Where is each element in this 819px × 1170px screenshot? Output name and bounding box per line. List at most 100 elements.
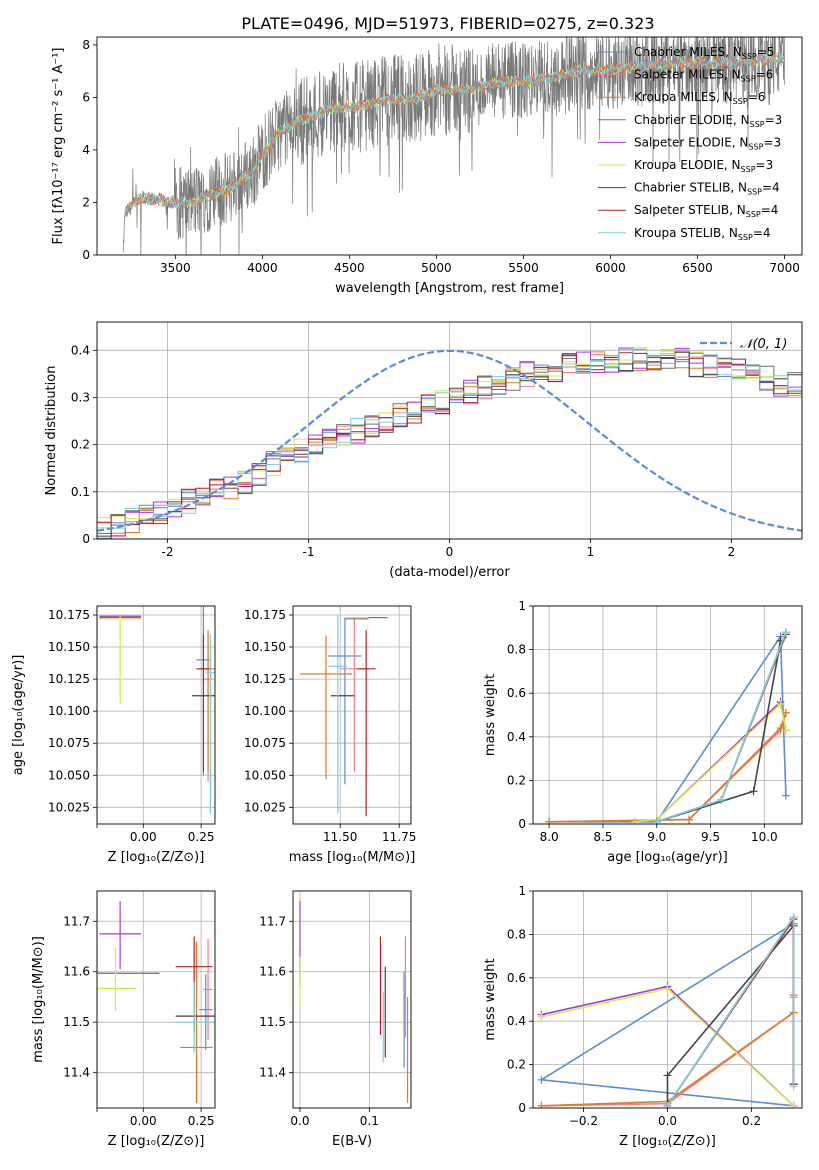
weight-marker xyxy=(717,796,726,805)
x-axis-label: Z [log₁₀(Z/Z⊙)] xyxy=(108,1134,205,1149)
x-tick-label: 6500 xyxy=(682,261,713,275)
x-axis-label: Z [log₁₀(Z/Z⊙)] xyxy=(108,850,205,865)
y-tick-label: 0 xyxy=(518,1101,526,1115)
y-tick-label: 1 xyxy=(518,599,526,613)
spectrum-lines xyxy=(122,37,785,255)
x-tick-label: 3500 xyxy=(160,261,191,275)
y-tick-label: 11.6 xyxy=(259,965,286,979)
x-tick-label: −0.2 xyxy=(569,1114,598,1128)
x-tick-label: 8.0 xyxy=(540,830,559,844)
weight-marker xyxy=(663,984,672,993)
x-tick-label: 0.0 xyxy=(290,1114,309,1128)
x-axis-label: (data-model)/error xyxy=(389,565,510,580)
plot-frame xyxy=(292,890,412,1109)
histogram-lines xyxy=(97,346,802,539)
y-tick-label: 0 xyxy=(518,817,526,831)
weight-marker xyxy=(685,815,694,824)
histogram-series xyxy=(97,352,802,537)
y-tick-label: 10.100 xyxy=(48,704,90,718)
error-bars xyxy=(299,901,409,1103)
x-tick-label: 11.75 xyxy=(382,830,416,844)
x-tick-label: 0.25 xyxy=(188,1114,215,1128)
y-axis-label: mass weight xyxy=(483,958,498,1040)
mass-vs-ebv-panel: 0.0 0.1 11.4 11.5 11.6 11.7 E(B-V) xyxy=(259,890,412,1149)
x-tick-label: 0.2 xyxy=(742,1114,761,1128)
y-tick-label: 6 xyxy=(82,90,90,104)
y-tick-label: 0.6 xyxy=(507,971,526,985)
weight-series-line xyxy=(666,914,795,1107)
y-tick-label: 0.2 xyxy=(507,1058,526,1072)
y-tick-label: 4 xyxy=(82,143,90,157)
y-tick-label: 10.025 xyxy=(244,800,286,814)
y-tick-label: 10.175 xyxy=(48,608,90,622)
y-axis-label: Normed distribution xyxy=(44,366,59,496)
weight-marker xyxy=(789,1101,798,1108)
x-tick-label: 6000 xyxy=(595,261,626,275)
y-tick-label: 0.4 xyxy=(507,730,526,744)
y-tick-label: 0.4 xyxy=(507,1014,526,1028)
weight-marker xyxy=(537,1101,546,1108)
y-tick-label: 10.050 xyxy=(48,768,90,782)
spectrum-legend: Chabrier MILES, NSSP=5 Salpeter MILES, NS… xyxy=(598,45,782,242)
y-tick-label: 2 xyxy=(82,195,90,209)
y-tick-label: 10.025 xyxy=(48,800,90,814)
y-tick-label: 0.8 xyxy=(507,927,526,941)
legend-label: Salpeter MILES, NSSP=6 xyxy=(634,68,773,84)
histogram-series xyxy=(97,350,802,537)
y-tick-label: 10.075 xyxy=(48,736,90,750)
histogram-series xyxy=(110,349,802,539)
weight-marker xyxy=(652,817,661,824)
x-tick-label: 0.25 xyxy=(188,830,215,844)
weight-series-line xyxy=(635,702,787,823)
x-tick-label: 5000 xyxy=(421,261,452,275)
legend-label: Kroupa ELODIE, NSSP=3 xyxy=(634,158,773,174)
legend-label: Salpeter ELODIE, NSSP=3 xyxy=(634,135,781,151)
weight-marker xyxy=(545,817,554,824)
weight-marker xyxy=(781,726,790,735)
y-tick-label: 0 xyxy=(82,532,90,546)
weight-marker xyxy=(537,1012,546,1021)
y-tick-label: 10.175 xyxy=(244,608,286,622)
y-tick-label: 8 xyxy=(82,38,90,52)
weight-marker xyxy=(749,787,758,796)
y-tick-label: 11.4 xyxy=(259,1066,286,1080)
y-tick-label: 10.150 xyxy=(244,640,286,654)
x-tick-label: 8.5 xyxy=(593,830,612,844)
plot-frame xyxy=(96,605,216,825)
y-tick-label: 0.2 xyxy=(507,773,526,787)
y-tick-label: 10.075 xyxy=(244,736,286,750)
y-tick-label: 11.7 xyxy=(63,914,90,928)
residuals-panel: -2 -1 0 1 2 0 0.1 0.2 0.3 0.4 (data-model)/error No… xyxy=(44,321,803,580)
x-tick-label: 2 xyxy=(728,545,736,559)
y-tick-label: 0.6 xyxy=(507,686,526,700)
weight-marker xyxy=(789,1082,798,1091)
gaussian-curve xyxy=(97,349,802,532)
weight-marker xyxy=(663,1101,672,1108)
x-tick-label: 4000 xyxy=(247,261,278,275)
legend-label: Chabrier MILES, NSSP=5 xyxy=(634,45,774,61)
x-tick-label: -1 xyxy=(303,545,315,559)
weight-marker xyxy=(776,724,785,733)
x-axis-label: age [log₁₀(age/yr)] xyxy=(607,850,728,865)
y-tick-label: 0.8 xyxy=(507,643,526,657)
y-axis-label: mass weight xyxy=(483,674,498,756)
x-tick-label: -2 xyxy=(162,545,174,559)
weight-lines xyxy=(545,628,790,824)
y-tick-label: 0.3 xyxy=(71,390,90,404)
y-tick-label: 0.4 xyxy=(71,343,90,357)
plot-frame xyxy=(96,321,803,540)
x-axis-label: E(B-V) xyxy=(332,1134,372,1149)
y-tick-label: 11.6 xyxy=(63,965,90,979)
weight-vs-age-panel: 8.0 8.5 9.0 9.5 10.0 0 0.2 0.4 0.6 0.8 1 age [log₁₀… xyxy=(483,599,803,865)
histogram-series xyxy=(97,347,802,537)
x-tick-label: 7000 xyxy=(769,261,800,275)
histogram-series xyxy=(97,351,802,539)
error-bars xyxy=(300,614,388,817)
y-tick-label: 0 xyxy=(82,248,90,262)
x-tick-label: 0.0 xyxy=(658,1114,677,1128)
age-vs-mass-panel: 11.50 11.75 10.025 10.050 10.075 10.100 10.125… xyxy=(244,605,416,865)
x-axis-label: Z [log₁₀(Z/Z⊙)] xyxy=(619,1134,716,1149)
x-tick-label: 10.0 xyxy=(751,830,778,844)
weight-marker xyxy=(781,628,790,637)
legend-label: 𝒩(0, 1) xyxy=(740,337,787,352)
